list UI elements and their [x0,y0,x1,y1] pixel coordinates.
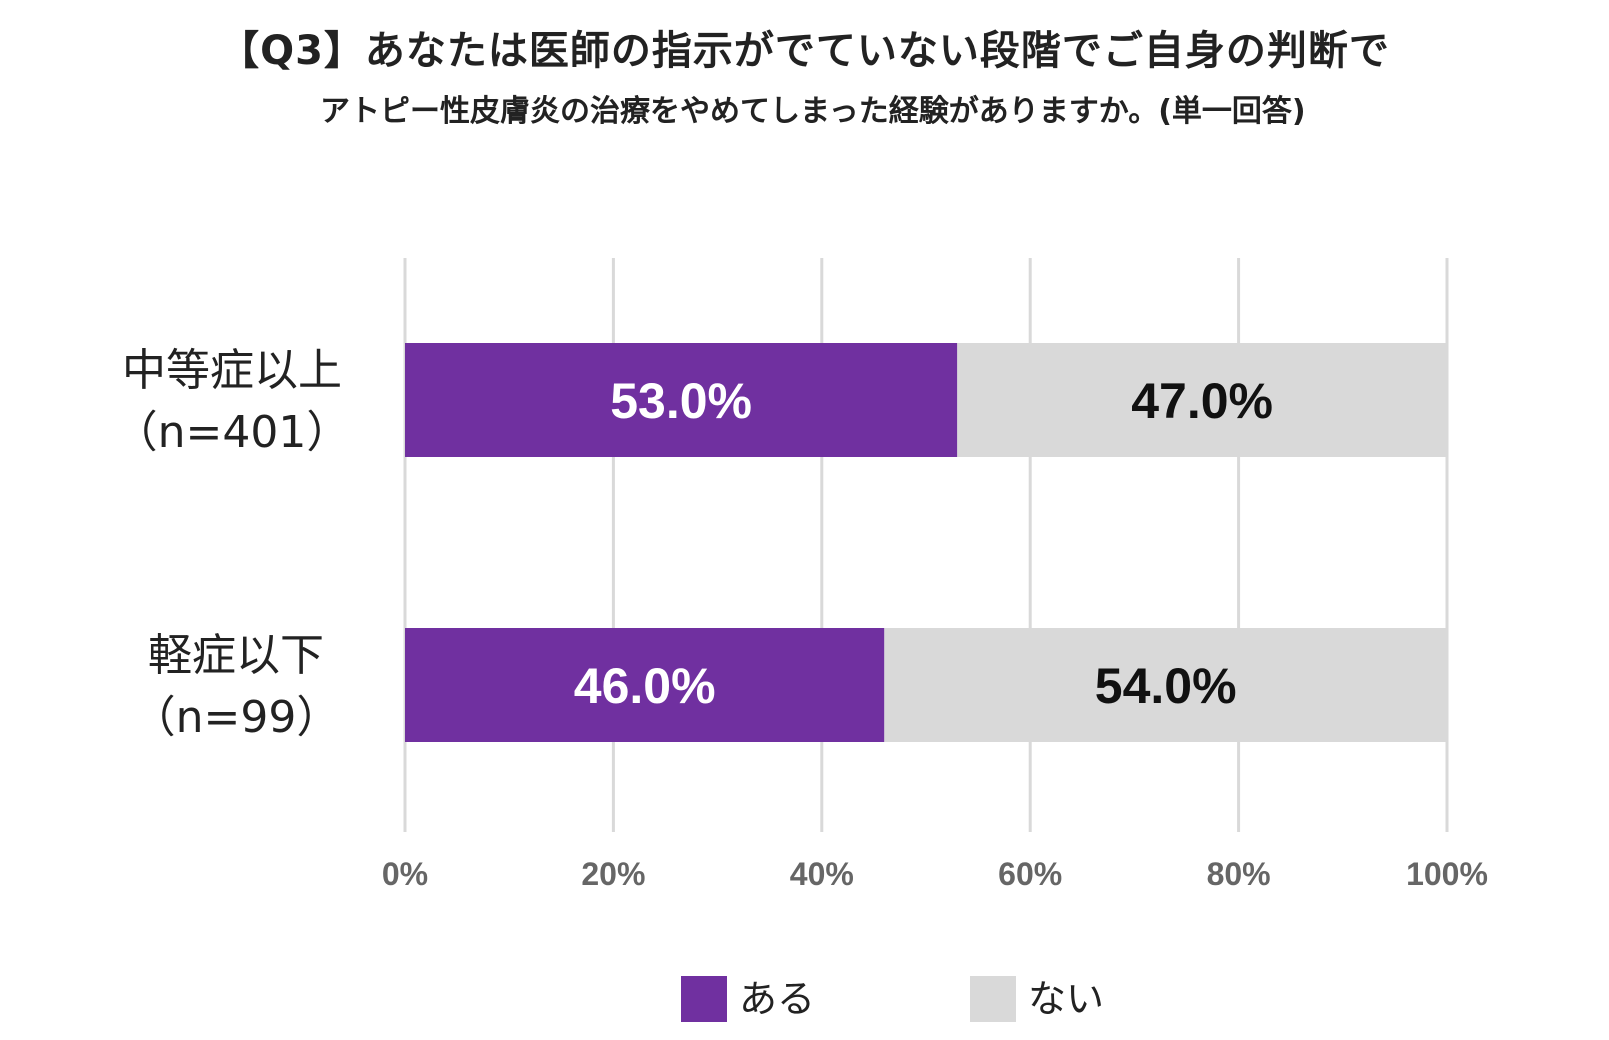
data-label: 53.0% [610,373,752,429]
category-label: （n=401） [114,407,351,458]
legend-label: ある [739,977,815,1021]
legend-swatch [970,976,1016,1022]
x-tick-label: 80% [1207,856,1271,892]
data-label: 47.0% [1131,373,1273,429]
category-label: 軽症以下 [148,630,324,681]
x-tick-label: 40% [790,856,854,892]
chart-subtitle: アトピー性皮膚炎の治療をやめてしまった経験がありますか。(単一回答) [320,94,1306,129]
legend: ある ない [681,976,1104,1022]
bar-segment [884,628,1447,742]
chart-title: 【Q3】あなたは医師の指示がでていない段階でご自身の判断で [219,28,1390,74]
data-label: 46.0% [574,658,716,714]
legend-swatch [681,976,727,1022]
legend-label: ない [1028,977,1104,1021]
x-tick-label: 0% [382,856,428,892]
data-label: 54.0% [1095,658,1237,714]
bar-segment [405,628,885,742]
category-label: 中等症以上 [122,345,342,396]
x-tick-label: 60% [998,856,1062,892]
category-label: （n=99） [132,692,341,743]
bar-segment [405,343,958,457]
x-tick-label: 100% [1406,856,1488,892]
bars: 53.0% 47.0% 46.0% 54.0% [405,343,1447,742]
x-tick-label: 20% [581,856,645,892]
bar-segment [957,343,1447,457]
x-axis-ticks: 0% 20% 40% 60% 80% 100% [382,856,1488,892]
category-labels: 中等症以上 （n=401） 軽症以下 （n=99） [114,345,351,743]
